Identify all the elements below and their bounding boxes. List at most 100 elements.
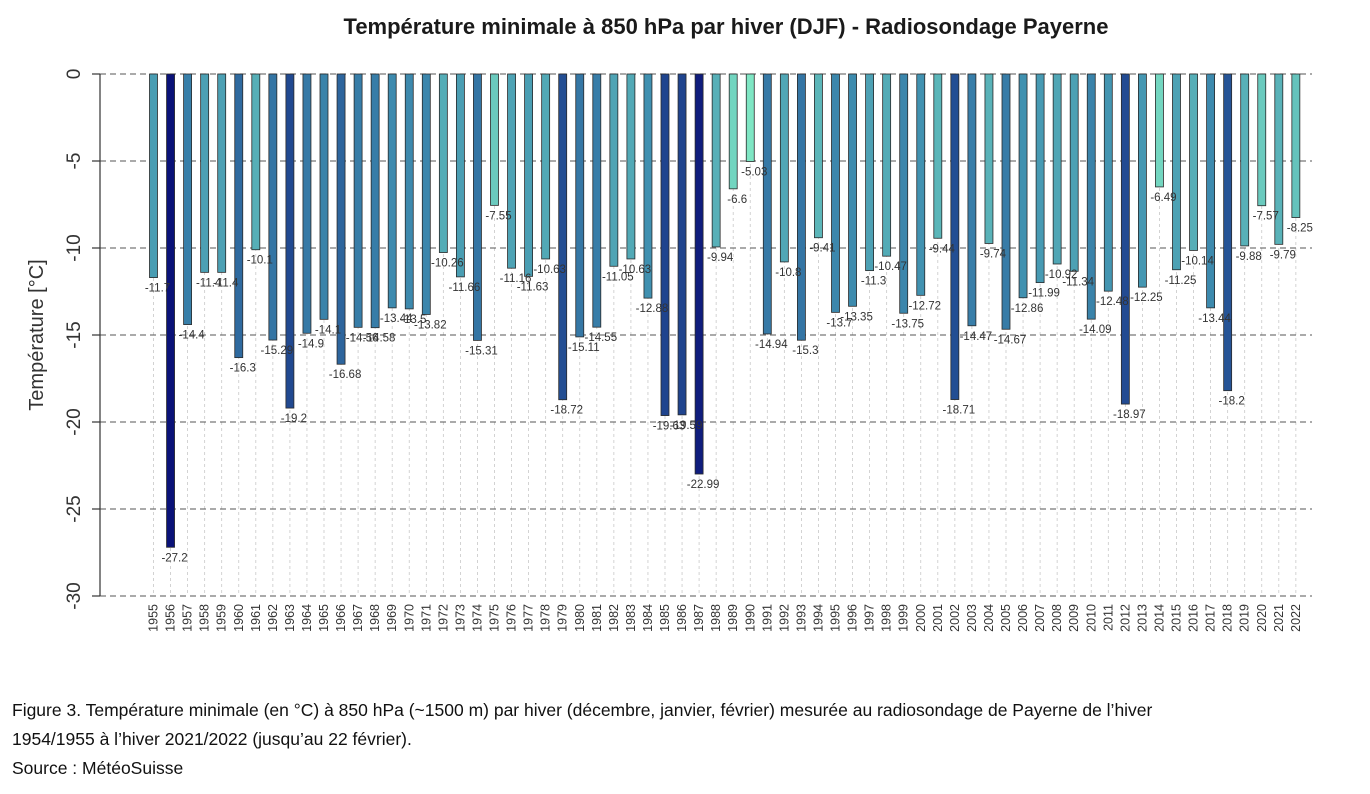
data-label: -13.44 xyxy=(380,313,413,325)
data-label: -9.94 xyxy=(707,252,734,264)
data-label: -5.03 xyxy=(741,167,767,179)
x-tick-label: 2014 xyxy=(1152,604,1166,632)
bar xyxy=(149,73,158,278)
bar xyxy=(353,73,363,328)
bar xyxy=(1001,73,1011,330)
caption-source: Source : MétéoSuisse xyxy=(12,758,184,778)
bar xyxy=(370,73,380,329)
x-tick-label: 2016 xyxy=(1187,604,1201,632)
bar xyxy=(814,73,823,239)
bar xyxy=(933,73,943,239)
data-label: -9.41 xyxy=(809,243,835,255)
data-label: -10.26 xyxy=(431,258,464,270)
x-tick-label: 2021 xyxy=(1272,604,1286,632)
bar xyxy=(1206,73,1215,309)
bar xyxy=(473,73,482,341)
bar xyxy=(234,73,244,359)
data-label: -11.34 xyxy=(1062,276,1094,288)
bar xyxy=(1035,73,1045,284)
data-label: -14.9 xyxy=(298,338,324,350)
data-label: -11.7 xyxy=(145,283,170,295)
bar xyxy=(200,73,210,273)
x-tick-label: 1977 xyxy=(522,604,536,632)
y-tick-label: -20 xyxy=(64,408,85,435)
data-label: -8.25 xyxy=(1287,223,1313,235)
x-tick-label: 1984 xyxy=(641,604,655,632)
x-tick-label: 1988 xyxy=(709,604,723,632)
data-label: -12.88 xyxy=(636,303,669,315)
x-tick-label: 1969 xyxy=(385,604,399,632)
data-label: -12.25 xyxy=(1130,292,1163,304)
x-tick-label: 1965 xyxy=(317,604,331,632)
y-tick-label: -10 xyxy=(64,234,85,261)
bar xyxy=(745,73,755,162)
bar xyxy=(1120,73,1130,405)
data-label: -15.29 xyxy=(261,345,294,357)
bar xyxy=(643,73,653,299)
data-label: -6.49 xyxy=(1150,192,1176,204)
data-label: -14.1 xyxy=(315,324,341,336)
x-tick-label: 1970 xyxy=(402,604,416,632)
x-tick-label: 2011 xyxy=(1101,604,1115,631)
x-tick-label: 1964 xyxy=(300,604,314,632)
bar xyxy=(455,73,465,278)
x-axis-ticks: 1955 1956 1957 1958 1959 1960 1961 1962 1963 1964… xyxy=(147,604,1303,632)
bar xyxy=(1257,73,1267,207)
bar xyxy=(490,73,499,206)
bar xyxy=(558,73,568,401)
data-label: -19.63 xyxy=(653,421,686,433)
x-tick-label: 1957 xyxy=(181,604,195,632)
data-label: -15.11 xyxy=(568,342,600,354)
x-tick-label: 1995 xyxy=(829,604,843,632)
data-label: -11.25 xyxy=(1165,275,1197,287)
bar xyxy=(1172,73,1181,271)
bar xyxy=(728,73,738,190)
bar xyxy=(660,73,670,416)
data-label: -10.8 xyxy=(775,267,801,279)
x-tick-label: 1962 xyxy=(266,604,280,632)
y-tick-label: -25 xyxy=(64,495,85,522)
data-label: -18.71 xyxy=(943,405,976,417)
bar xyxy=(626,73,636,260)
data-label: -22.99 xyxy=(687,479,720,491)
data-label: -14.94 xyxy=(755,339,788,351)
x-tick-label: 1991 xyxy=(760,604,774,632)
x-tick-label: 2015 xyxy=(1170,604,1184,632)
x-tick-label: 2010 xyxy=(1084,604,1098,632)
data-label: -9.88 xyxy=(1236,251,1262,263)
bar xyxy=(1274,73,1284,245)
data-label: -11.4 xyxy=(196,277,222,289)
bar xyxy=(677,73,687,416)
bar xyxy=(984,73,994,244)
bar xyxy=(387,73,397,309)
data-label: -7.57 xyxy=(1253,211,1279,223)
data-label: -10.63 xyxy=(619,264,652,276)
bar xyxy=(336,73,346,365)
x-tick-label: 1959 xyxy=(215,604,229,632)
data-label: -11.05 xyxy=(602,271,634,283)
x-tick-label: 1979 xyxy=(556,604,570,632)
bar xyxy=(797,73,806,341)
data-label: -12.86 xyxy=(1011,303,1044,315)
data-label: -13.35 xyxy=(840,311,873,323)
data-label: -14.58 xyxy=(363,333,396,345)
bar xyxy=(541,73,551,260)
data-label: -15.3 xyxy=(792,345,818,357)
x-tick-label: 1999 xyxy=(897,604,911,632)
bar xyxy=(302,73,312,334)
data-label: -6.6 xyxy=(727,194,747,206)
x-tick-label: 1978 xyxy=(539,604,553,632)
chart-title: Température minimale à 850 hPa par hiver… xyxy=(344,14,1109,39)
data-label: -19.59 xyxy=(670,420,703,432)
bar xyxy=(1052,73,1062,265)
data-label: -14.09 xyxy=(1079,324,1112,336)
x-tick-label: 1993 xyxy=(794,604,808,632)
data-label: -19.2 xyxy=(281,413,307,425)
data-label: -13.75 xyxy=(891,318,924,330)
x-tick-label: 1966 xyxy=(334,604,348,632)
x-tick-label: 1980 xyxy=(573,604,587,632)
data-label: -9.44 xyxy=(929,243,956,255)
data-label: -14.4 xyxy=(178,330,205,342)
x-tick-label: 1975 xyxy=(488,604,502,632)
y-tick-label: -5 xyxy=(64,153,85,170)
